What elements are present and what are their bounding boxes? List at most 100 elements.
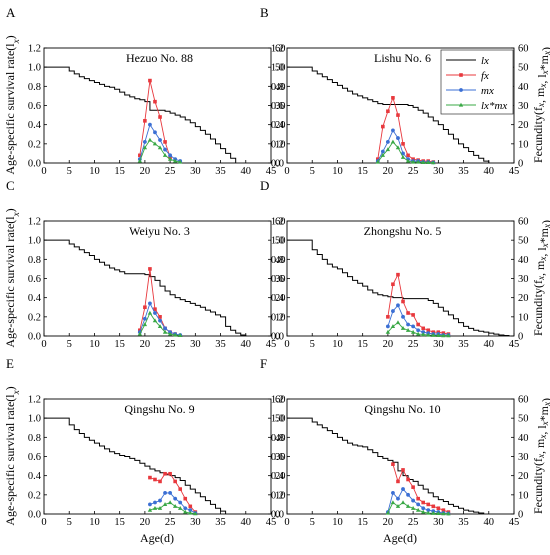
series-lx-mx <box>137 310 183 338</box>
data-point <box>436 330 441 334</box>
series-mx <box>137 122 183 163</box>
y-right-tick-label: 10 <box>275 139 286 150</box>
y-right-tick-label: 40 <box>275 433 286 444</box>
data-point <box>406 322 410 327</box>
data-point <box>441 508 446 512</box>
series-mx <box>148 491 198 515</box>
series-line <box>44 239 247 336</box>
y-left-tick-label: 0.0 <box>28 510 41 521</box>
data-point <box>178 500 183 505</box>
series-line <box>44 66 237 163</box>
data-point <box>168 471 172 476</box>
x-tick-label: 0 <box>284 339 289 350</box>
y-left-tick-label: 1.0 <box>28 63 41 74</box>
data-point <box>426 508 431 513</box>
data-point <box>411 485 415 489</box>
data-point <box>411 313 415 317</box>
data-point <box>152 505 158 510</box>
data-point <box>411 157 415 161</box>
panel-letter: B <box>260 5 269 20</box>
y-left-tick-label: 0.4 <box>28 120 42 131</box>
data-point <box>431 504 436 509</box>
legend-item: mx <box>446 85 494 97</box>
data-point <box>142 145 148 150</box>
legend-label: lx <box>481 55 489 67</box>
legend-box <box>440 49 514 115</box>
y-left-tick-label: 0.2 <box>271 139 284 150</box>
y-left-tick-label: 0.2 <box>271 490 284 501</box>
x-tick-label: 40 <box>241 517 252 528</box>
y-right-tick-label: 0 <box>275 159 280 170</box>
x-tick-label: 5 <box>67 517 72 528</box>
y-right-tick-label: 50 <box>275 63 286 74</box>
data-point <box>421 509 426 514</box>
y-right-axis-title: Fecundity(fx, mx, lx*mx) <box>531 220 550 336</box>
data-point <box>385 510 391 515</box>
x-tick-label: 30 <box>433 339 444 350</box>
x-tick-label: 40 <box>484 517 495 528</box>
x-tick-label: 30 <box>190 517 201 528</box>
x-tick-label: 35 <box>215 339 226 350</box>
data-point <box>406 492 410 497</box>
data-point <box>158 115 162 119</box>
data-point <box>391 462 395 466</box>
data-point <box>152 318 158 323</box>
y-left-axis-title: Age-specific survival rate(lx) <box>3 386 21 525</box>
data-point <box>162 153 168 157</box>
data-point <box>421 506 426 511</box>
data-point <box>395 320 401 325</box>
panels-layer: 0 5 10 15 20 25 30 35 40 45 0.0 0.2 0.4 0.6 0.8 1.0 1.2 0… <box>6 5 529 528</box>
x-tick-label: 15 <box>357 166 368 177</box>
data-point <box>390 324 396 329</box>
x-tick-label: 10 <box>332 517 343 528</box>
y-right-tick-label: 40 <box>518 82 529 93</box>
data-point <box>168 153 173 158</box>
data-point <box>401 314 405 319</box>
x-tick-label: 25 <box>165 339 176 350</box>
x-tick-label: 45 <box>509 339 520 350</box>
data-point <box>431 160 436 165</box>
y-right-tick-label: 30 <box>275 101 286 112</box>
data-point <box>158 315 162 319</box>
data-point <box>416 496 420 501</box>
y-left-tick-label: 1.0 <box>28 236 41 247</box>
data-point <box>421 326 425 331</box>
legend-label: fx <box>481 70 489 82</box>
y-left-tick-label: 0.4 <box>28 293 42 304</box>
y-left-tick-label: 0.6 <box>28 274 41 285</box>
data-point <box>400 326 406 330</box>
data-point <box>148 301 152 306</box>
x-tick-label: 5 <box>310 166 315 177</box>
series-lx <box>287 417 485 514</box>
x-tick-label: 0 <box>41 166 46 177</box>
y-left-tick-label: 0.8 <box>271 255 284 266</box>
data-point <box>401 487 405 491</box>
data-point <box>172 158 178 163</box>
y-left-tick-label: 1.0 <box>28 414 41 425</box>
data-point <box>415 159 421 164</box>
x-tick-label: 40 <box>484 339 495 350</box>
panel-title: Hezuo No. 88 <box>126 51 193 65</box>
y-left-tick-label: 1.2 <box>271 395 284 406</box>
data-point <box>178 159 183 164</box>
data-point <box>380 153 386 157</box>
y-right-tick-label: 30 <box>275 452 286 463</box>
x-tick-label: 35 <box>458 339 469 350</box>
data-point <box>183 506 188 511</box>
data-point <box>400 500 406 505</box>
data-point <box>411 498 416 503</box>
data-point <box>426 510 431 515</box>
data-point <box>163 471 167 476</box>
data-point <box>396 479 400 484</box>
x-tick-label: 20 <box>140 166 151 177</box>
plot-frame <box>286 398 515 515</box>
legend-item: lx*mx <box>446 100 507 112</box>
y-right-tick-label: 60 <box>275 44 286 55</box>
x-tick-label: 5 <box>67 166 72 177</box>
x-tick-label: 20 <box>383 166 394 177</box>
data-point <box>167 156 173 161</box>
data-point <box>441 333 446 338</box>
data-point <box>142 140 147 144</box>
x-tick-label: 25 <box>408 517 419 528</box>
series-line <box>139 80 171 158</box>
